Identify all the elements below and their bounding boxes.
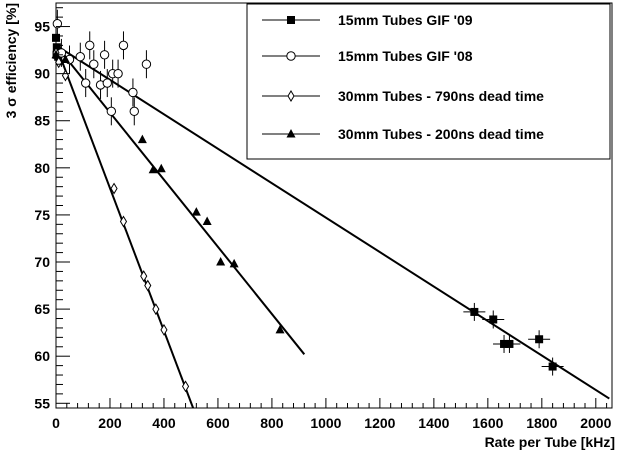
legend-marker <box>287 90 295 102</box>
data-point-series-2 <box>141 59 152 69</box>
legend-label: 15mm Tubes GIF '08 <box>338 48 473 64</box>
data-point-series-3 <box>152 303 160 316</box>
data-point-series-3 <box>119 215 128 228</box>
legend-label: 30mm Tubes - 200ns dead time <box>338 126 544 142</box>
legend-label: 30mm Tubes - 790ns dead time <box>338 88 544 104</box>
data-point-series-2 <box>52 19 63 29</box>
data-point-series-3 <box>61 69 70 82</box>
data-point-series-2 <box>118 40 129 51</box>
y-tick-label: 55 <box>34 395 50 411</box>
y-axis-title: 3 σ efficiency [%] <box>3 3 19 118</box>
data-point-series-1 <box>489 315 498 324</box>
data-point-series-2 <box>102 78 112 88</box>
data-point-series-2 <box>106 106 117 117</box>
legend-label: 15mm Tubes GIF '09 <box>338 12 473 28</box>
y-tick-label: 60 <box>34 348 50 364</box>
data-point-series-3 <box>181 380 190 393</box>
x-tick-label: 600 <box>206 415 230 431</box>
data-point-series-4 <box>191 207 201 216</box>
y-tick-label: 90 <box>34 66 50 82</box>
data-point-series-1 <box>52 43 61 52</box>
data-point-series-3 <box>140 270 148 283</box>
data-point-series-4 <box>202 216 212 226</box>
data-point-series-1 <box>535 335 544 344</box>
data-point-series-2 <box>129 106 139 117</box>
x-tick-label: 1800 <box>526 415 557 431</box>
data-point-series-4 <box>229 258 239 268</box>
legend-box <box>246 3 611 160</box>
x-tick-label: 1000 <box>310 415 341 431</box>
fit-line-series-1 <box>55 44 610 400</box>
data-point-series-2 <box>75 51 85 62</box>
data-point-series-2 <box>85 40 95 51</box>
x-tick-label: 2000 <box>580 415 611 431</box>
x-tick-label: 400 <box>152 415 176 431</box>
data-point-series-1 <box>505 339 514 348</box>
data-point-series-1 <box>52 33 60 42</box>
y-tick-label: 80 <box>34 160 50 176</box>
y-tick-label: 65 <box>34 301 50 317</box>
y-tick-label: 85 <box>34 113 50 129</box>
data-point-series-2 <box>89 59 99 69</box>
x-axis-title: Rate per Tube [kHz] <box>485 434 615 450</box>
legend: 15mm Tubes GIF '09 15mm Tubes GIF '08 30mm… <box>246 3 611 160</box>
x-tick-label: 0 <box>52 415 60 431</box>
data-point-series-4 <box>51 49 61 59</box>
fit-line-series-4 <box>55 44 306 355</box>
data-point-series-3 <box>160 323 168 336</box>
data-point-series-2 <box>113 68 123 79</box>
x-tick-label: 1200 <box>364 415 395 431</box>
y-tick-label: 95 <box>34 19 50 35</box>
data-point-series-3 <box>55 56 63 69</box>
legend-marker <box>287 16 295 24</box>
y-tick-label: 75 <box>34 207 50 223</box>
x-tick-label: 1600 <box>472 415 503 431</box>
legend-marker <box>286 129 296 138</box>
data-point-series-4 <box>156 163 166 173</box>
data-point-series-4 <box>60 54 70 64</box>
data-point-series-2 <box>99 50 110 60</box>
data-point-series-1 <box>470 307 479 316</box>
data-point-series-3 <box>110 182 118 195</box>
y-tick-label: 70 <box>34 254 50 270</box>
data-point-series-3 <box>144 279 152 292</box>
data-point-series-4 <box>137 134 147 144</box>
data-point-series-4 <box>275 324 285 334</box>
x-tick-label: 1400 <box>418 415 449 431</box>
x-tick-label: 200 <box>98 415 122 431</box>
data-point-series-1 <box>500 339 509 348</box>
x-tick-label: 800 <box>260 415 284 431</box>
data-point-series-1 <box>548 362 557 371</box>
legend-marker <box>286 51 296 61</box>
data-point-series-4 <box>216 257 226 266</box>
data-point-series-2 <box>80 78 91 88</box>
data-point-series-2 <box>128 87 138 98</box>
data-point-series-4 <box>148 164 158 174</box>
fit-line-series-3 <box>55 45 195 409</box>
